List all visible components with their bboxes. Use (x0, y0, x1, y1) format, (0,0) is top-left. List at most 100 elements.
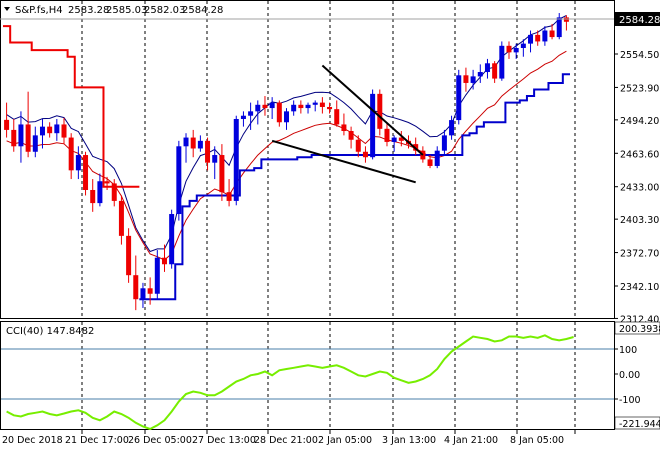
candle (197, 135, 203, 152)
candle (528, 30, 534, 53)
candle-body (506, 45, 512, 53)
candle-body (133, 275, 139, 300)
x-tick-label: 4 Jan 21:00 (444, 435, 498, 446)
candle-body (154, 257, 160, 294)
candle (126, 228, 132, 283)
candle-body (83, 155, 89, 190)
cci-title: CCI(40) 147.8482 (6, 326, 94, 337)
candle-body (513, 47, 519, 53)
price-tick-label: 2312.40 (620, 314, 659, 325)
candle (556, 13, 562, 40)
candle (90, 179, 96, 212)
trendline-upper (321, 64, 424, 156)
candle-body (291, 104, 297, 112)
candle-body (312, 102, 318, 105)
candle-body (183, 137, 189, 147)
candle-body (75, 155, 81, 171)
price-panel-frame (0, 0, 615, 319)
trendline-lower (271, 139, 416, 184)
candle-body (470, 76, 476, 83)
candle-body (298, 104, 304, 109)
candle (97, 173, 103, 207)
chart-header: S&P.fs,H4 2583.28 2585.03 2582.03 2584.2… (4, 5, 223, 16)
candle (355, 135, 361, 158)
candle (169, 209, 175, 269)
candle (111, 179, 117, 207)
candle (484, 58, 490, 79)
candle-body (118, 200, 124, 236)
candle (513, 43, 519, 59)
candle-body (449, 120, 455, 136)
candle (341, 113, 347, 136)
cci-series (6, 334, 574, 431)
dropdown-triangle-icon[interactable] (4, 7, 10, 11)
candle (25, 91, 31, 158)
cci-panel-frame (0, 321, 615, 430)
candle-body (147, 288, 153, 294)
candle (262, 96, 268, 116)
candle (11, 118, 17, 152)
candle (276, 100, 282, 127)
candle-body (362, 151, 368, 158)
candle-body (111, 183, 117, 201)
candle (226, 179, 232, 207)
candle (492, 61, 498, 83)
candle (104, 176, 110, 190)
cci-line (6, 334, 574, 431)
candle-body (104, 181, 110, 184)
candle-body (219, 155, 225, 193)
candle (362, 146, 368, 163)
candle (377, 89, 383, 136)
candle (248, 102, 254, 130)
candle-body (284, 111, 289, 123)
candle-body (427, 159, 433, 166)
symbol-label: S&P.fs,H4 (15, 5, 63, 16)
cci-level-lines (1, 348, 614, 400)
candle (154, 250, 160, 300)
candle (499, 41, 505, 81)
candle (427, 155, 433, 169)
candle (18, 111, 24, 163)
candle-body (384, 128, 390, 142)
candle-body (556, 17, 562, 38)
candle (370, 89, 376, 160)
candle-body (276, 102, 282, 123)
x-tick-label: 21 Dec 17:00 (65, 435, 129, 446)
candle-body (542, 30, 548, 42)
candle-body (39, 126, 45, 136)
candle (176, 140, 182, 221)
candle (212, 146, 218, 180)
candle (477, 64, 483, 83)
candle-body (140, 288, 146, 300)
candle (61, 117, 67, 145)
candle (75, 146, 81, 180)
cci-bound-badge (614, 416, 660, 430)
candle (319, 97, 325, 114)
candle (83, 151, 89, 196)
cci-tick-label: -221.9441 (619, 419, 660, 430)
price-axis: 2584.28 2554.50 2523.90 2494.20 2463.60 2433… (614, 12, 660, 325)
candle-body (161, 257, 167, 265)
candle (291, 100, 297, 116)
cci-bound-badge (614, 321, 660, 335)
candle (233, 115, 239, 206)
candle-body (233, 118, 239, 201)
trendlines (271, 64, 424, 184)
candle-body (355, 139, 361, 152)
candle-body (341, 124, 347, 132)
x-tick-label: 27 Dec 13:00 (192, 435, 256, 446)
candle-body (348, 131, 354, 140)
candle (161, 244, 167, 272)
candle (140, 282, 146, 308)
candle (327, 102, 333, 114)
candle-body (549, 30, 555, 38)
x-tick-label: 28 Dec 21:00 (254, 435, 318, 446)
close-value: 2584.28 (182, 5, 223, 16)
price-tick-label: 2463.60 (620, 149, 659, 160)
candle (398, 131, 404, 147)
candle (298, 100, 304, 114)
candle-body (319, 102, 325, 107)
candle-body (176, 146, 182, 215)
candle-body (434, 150, 440, 166)
candle (305, 102, 311, 114)
